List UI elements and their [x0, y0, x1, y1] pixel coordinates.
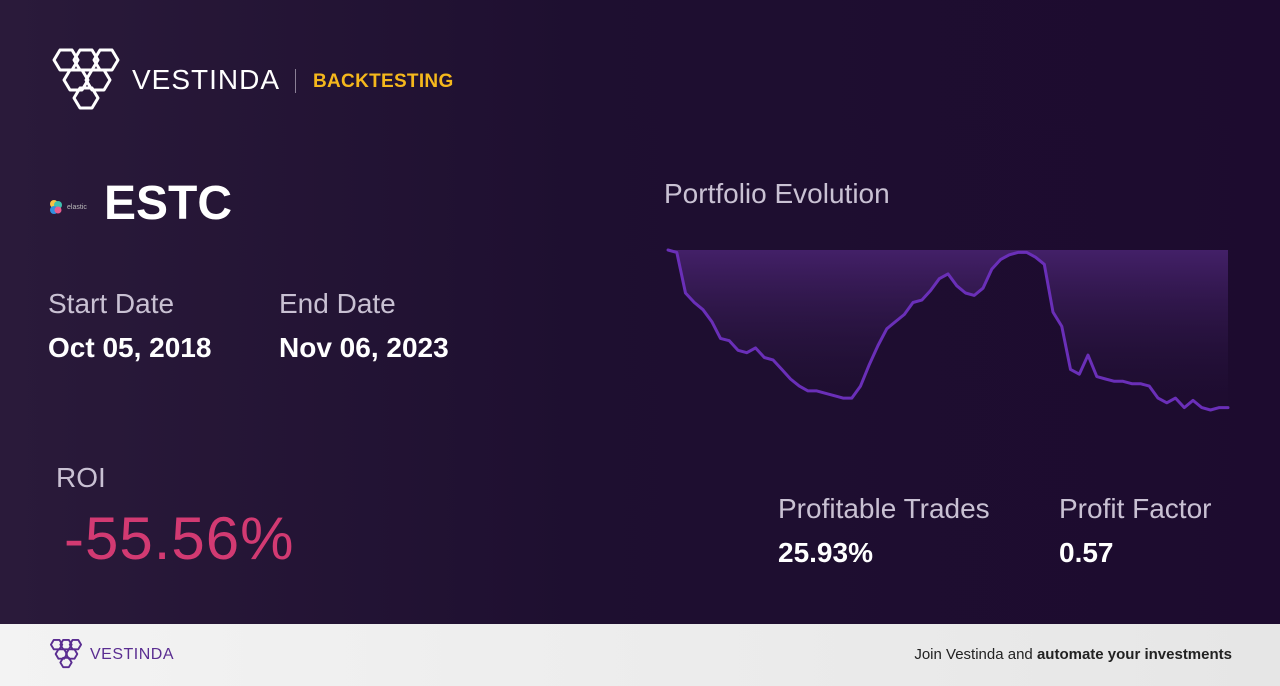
asset-logo-text: elastic: [67, 203, 87, 211]
footer-brand-name[interactable]: VESTINDA: [90, 646, 175, 663]
footer-cta-bold: automate your investments: [1036, 646, 1232, 663]
vestinda-hexagon-logo-icon: [52, 48, 120, 110]
footer-cta[interactable]: Join Vestinda and automate your investme…: [914, 646, 1232, 663]
footer-vestinda-logo-icon[interactable]: [48, 638, 84, 670]
header-divider: [295, 69, 296, 93]
chart-title: Portfolio Evolution: [664, 178, 890, 209]
vestinda-logo[interactable]: [48, 46, 124, 114]
footer-cta-prefix: Join Vestinda and: [914, 646, 1037, 663]
chart-area-fill: [668, 250, 1228, 410]
chart-series-line: [666, 248, 1230, 412]
profitable-trades-value: 25.93%: [778, 537, 873, 568]
end-date-value: Nov 06, 2023: [279, 332, 449, 363]
profit-factor-value: 0.57: [1059, 537, 1114, 568]
start-date-label: Start Date: [48, 288, 175, 319]
asset-logo: elastic: [48, 197, 96, 217]
roi-value: -55.56%: [64, 505, 295, 572]
brand-name: VESTINDA: [132, 64, 281, 95]
elastic-logo-icon: [50, 200, 62, 214]
roi-label: ROI: [56, 462, 106, 493]
start-date-value: Oct 05, 2018: [48, 332, 212, 363]
backtest-card: VESTINDA BACKTESTING elastic ESTC Start …: [0, 0, 1280, 624]
profit-factor-label: Profit Factor: [1059, 493, 1212, 524]
asset-ticker: ESTC: [104, 177, 233, 230]
portfolio-evolution-chart: [666, 248, 1230, 412]
backtesting-tag: BACKTESTING: [313, 71, 454, 92]
footer-bar: VESTINDA Join Vestinda and automate your…: [0, 624, 1280, 686]
end-date-label: End Date: [279, 288, 396, 319]
profitable-trades-label: Profitable Trades: [778, 493, 990, 524]
